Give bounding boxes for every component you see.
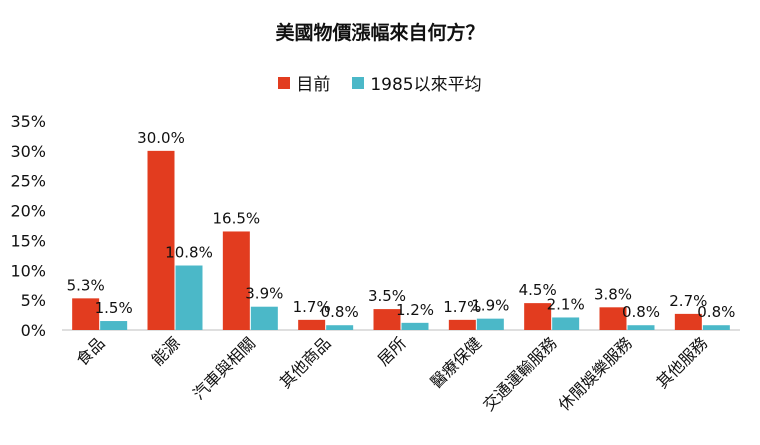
category-label: 食品: [72, 333, 108, 369]
bar-average: [175, 265, 203, 330]
data-label-average: 1.9%: [471, 297, 509, 315]
data-label-current: 16.5%: [213, 209, 261, 227]
data-label-current: 5.3%: [67, 276, 105, 294]
legend-item-current: 目前: [278, 70, 330, 95]
bar-current: [524, 303, 552, 330]
bar-current: [599, 307, 627, 330]
y-tick-label: 30%: [10, 142, 46, 161]
bar-current: [373, 309, 401, 330]
category-label: 休閒娛樂服務: [555, 333, 636, 414]
category-label: 交通運輸服務: [479, 333, 560, 414]
data-label-average: 0.8%: [321, 303, 359, 321]
legend-label-current: 目前: [296, 75, 331, 95]
data-label-current: 2.7%: [669, 292, 707, 310]
y-tick-label: 35%: [10, 112, 46, 131]
legend-swatch-average: [352, 76, 365, 89]
data-label-current: 3.8%: [594, 285, 632, 303]
bar-current: [72, 298, 100, 330]
data-label-average: 1.2%: [396, 301, 434, 319]
legend-item-average: 1985以來平均: [352, 70, 482, 95]
data-label-current: 1.7%: [293, 298, 331, 316]
bar-average: [326, 325, 354, 330]
data-label-current: 3.5%: [368, 287, 406, 305]
bar-current: [147, 150, 175, 330]
data-label-average: 0.8%: [622, 303, 660, 321]
bar-current: [674, 313, 702, 330]
data-label-average: 2.1%: [547, 295, 585, 313]
legend-label-average: 1985以來平均: [370, 75, 482, 95]
category-label: 能源: [148, 333, 184, 369]
bar-average: [702, 325, 730, 330]
data-label-current: 4.5%: [519, 281, 557, 299]
bar-average: [250, 306, 278, 330]
category-label: 汽車與相關: [189, 333, 259, 403]
y-tick-label: 0%: [21, 321, 46, 340]
chart-title: 美國物價漲幅來自何方？: [275, 22, 485, 44]
y-tick-label: 10%: [10, 261, 46, 280]
data-label-current: 1.7%: [443, 298, 481, 316]
category-label: 其他服務: [652, 333, 711, 392]
legend-swatch-current: [278, 76, 291, 89]
data-label-average: 1.5%: [95, 299, 133, 317]
bar-average: [476, 318, 504, 330]
category-label: 居所: [374, 333, 410, 369]
y-tick-label: 25%: [10, 172, 46, 191]
y-tick-label: 5%: [21, 291, 46, 310]
bar-current: [222, 231, 250, 330]
bar-average: [627, 325, 655, 330]
bar-current: [448, 319, 476, 330]
category-label: 其他商品: [276, 333, 335, 392]
data-label-average: 3.9%: [245, 285, 283, 303]
data-label-current: 30.0%: [137, 129, 185, 147]
bar-average: [100, 321, 128, 330]
y-tick-label: 20%: [10, 202, 46, 221]
bar-average: [401, 322, 429, 330]
bar-average: [552, 317, 580, 330]
y-tick-label: 15%: [10, 231, 46, 250]
bar-current: [298, 319, 326, 330]
category-label: 醫療保健: [426, 333, 485, 392]
legend: 目前 1985以來平均: [0, 70, 760, 95]
data-label-average: 10.8%: [165, 244, 213, 262]
data-label-average: 0.8%: [697, 303, 735, 321]
